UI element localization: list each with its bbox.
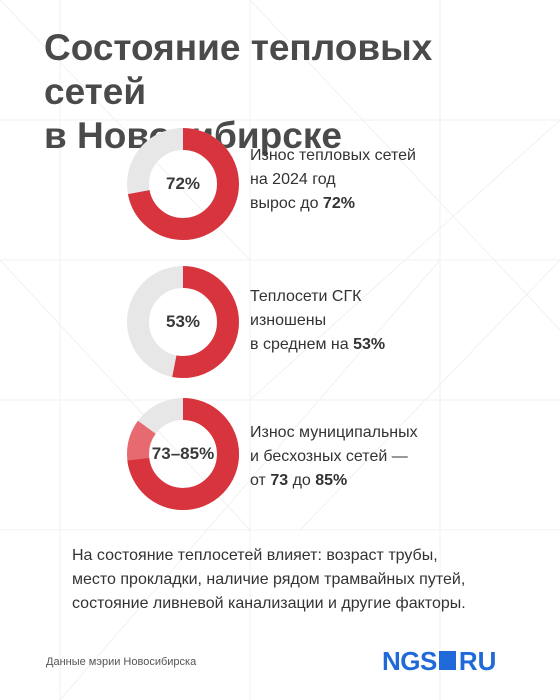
caption-3-value-min: 73 xyxy=(270,472,289,489)
caption-3: Износ муниципальных и бесхозных сетей — … xyxy=(250,421,500,493)
caption-3-line-2: и бесхозных сетей — xyxy=(250,448,408,465)
donut-3-slice-min xyxy=(127,398,239,510)
caption-2-line-3-text: в среднем на xyxy=(250,336,354,353)
logo-square-icon xyxy=(438,650,456,670)
donut-1-center-label: 72% xyxy=(165,174,201,193)
caption-3-line-3-text: от xyxy=(250,472,271,489)
footnote-line-1: На состояние теплосетей влияет: возраст … xyxy=(72,547,438,564)
caption-1: Износ тепловых сетей на 2024 год вырос д… xyxy=(250,144,500,216)
donut-chart-2: 53% xyxy=(127,266,239,378)
caption-3-value-max: 85% xyxy=(315,472,348,489)
caption-1-line-3-text: вырос до xyxy=(250,195,323,212)
caption-3-line-3-text2: до xyxy=(288,472,316,489)
caption-3-line-1: Износ муниципальных xyxy=(250,424,418,441)
footnote-line-2: место прокладки, наличие рядом трамвайны… xyxy=(72,571,466,588)
ngs-logo[interactable]: NGS RU xyxy=(382,648,496,674)
donut-1-slice xyxy=(127,128,239,240)
caption-2: Теплосети СГК изношены в среднем на 53% xyxy=(250,285,500,357)
caption-1-line-2: на 2024 год xyxy=(250,171,336,188)
donut-chart-3: 73–85% xyxy=(127,398,239,510)
caption-1-value: 72% xyxy=(322,195,355,212)
caption-2-value: 53% xyxy=(353,336,386,353)
caption-2-line-3: в среднем на 53% xyxy=(250,333,500,357)
page-title: Состояние тепловых сетей в Новосибирске xyxy=(44,26,524,158)
donut-2-center-label: 53% xyxy=(165,312,201,331)
caption-1-line-3: вырос до 72% xyxy=(250,192,500,216)
donut-3-center-label: 73–85% xyxy=(151,444,215,463)
footnote-line-3: состояние ливневой канализации и другие … xyxy=(72,595,466,612)
logo-text-ru: RU xyxy=(458,646,497,676)
footnote: На состояние теплосетей влияет: возраст … xyxy=(72,544,512,616)
caption-1-line-1: Износ тепловых сетей xyxy=(250,147,416,164)
title-line-1: Состояние тепловых сетей xyxy=(44,27,433,112)
caption-2-line-1: Теплосети СГК xyxy=(250,288,362,305)
caption-3-line-3: от 73 до 85% xyxy=(250,469,500,493)
donut-2-slice xyxy=(127,266,239,378)
logo-text-ngs: NGS xyxy=(382,646,437,676)
donut-chart-1: 72% xyxy=(127,128,239,240)
source-credit: Данные мэрии Новосибирска xyxy=(46,656,197,668)
caption-2-line-2: изношены xyxy=(250,312,327,329)
